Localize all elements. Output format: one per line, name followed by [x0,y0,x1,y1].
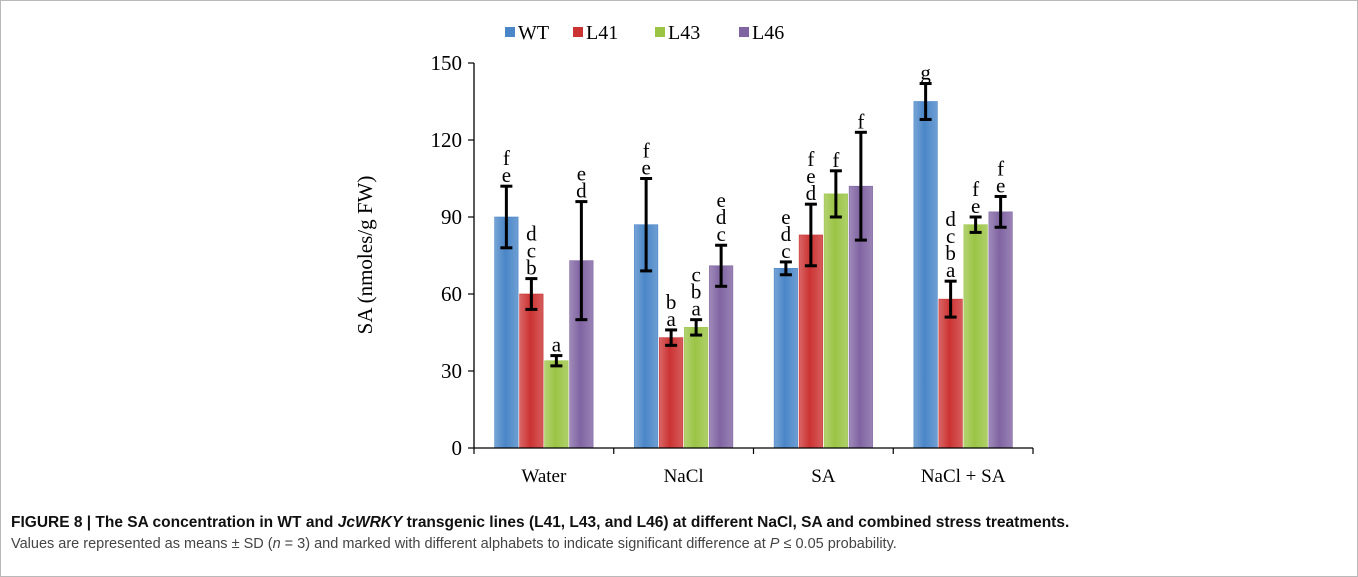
legend-swatch [739,27,749,37]
bar [659,338,683,448]
significance-letter: a [691,297,701,321]
legend-label: L43 [668,22,700,44]
figure-caption-title: FIGURE 8 | The SA concentration in WT an… [11,514,1351,532]
bar [545,361,569,448]
significance-letter: a [946,258,956,282]
significance-letter: e [971,194,980,218]
legend-swatch [573,27,583,37]
y-tick-label: 0 [452,436,463,460]
y-tick-label: 30 [441,359,462,383]
significance-letter: d [576,179,587,203]
significance-letter: c [781,239,790,263]
significance-letter: d [806,181,817,205]
y-tick-label: 150 [431,51,463,75]
significance-letter: c [716,222,725,246]
significance-letter: e [502,163,511,187]
significance-letter: f [832,148,839,172]
bar [939,299,963,448]
bar [914,102,938,449]
legend-label: L41 [586,22,618,44]
significance-letter: e [996,173,1005,197]
legend-swatch [655,27,665,37]
figure-caption-note: Values are represented as means ± SD (n … [11,536,1351,552]
x-category-label: NaCl [664,466,704,487]
y-tick-label: 120 [431,128,463,152]
bar [495,217,519,448]
bar [709,266,733,448]
bar [824,194,848,448]
significance-letter: b [526,256,537,280]
x-category-label: SA [811,466,836,487]
bar [989,212,1013,448]
x-axis: Water NaCl SA NaCl + SA [474,448,1033,487]
legend-label: WT [518,22,549,44]
bar [520,294,544,448]
y-axis: 0 30 60 90 120 150 [431,51,475,460]
x-category-label: NaCl + SA [921,466,1006,487]
bar [964,225,988,448]
significance-letter: g [920,61,931,85]
chart-legend: WT L41 L43 L46 [505,22,784,44]
significance-letter: e [641,156,650,180]
significance-letter: a [666,307,676,331]
x-category-label: Water [521,466,567,487]
bar-chart: WT L41 L43 L46 SA (nmoles/g FW) 0 30 60 90 120 1… [1,1,1357,506]
y-tick-label: 90 [441,205,462,229]
y-axis-label: SA (nmoles/g FW) [353,176,377,335]
significance-letter: f [857,109,864,133]
significance-letter: a [552,333,562,357]
bar [684,327,708,448]
bar [774,268,798,448]
legend-label: L46 [752,22,784,44]
legend-swatch [505,27,515,37]
y-tick-label: 60 [441,282,462,306]
